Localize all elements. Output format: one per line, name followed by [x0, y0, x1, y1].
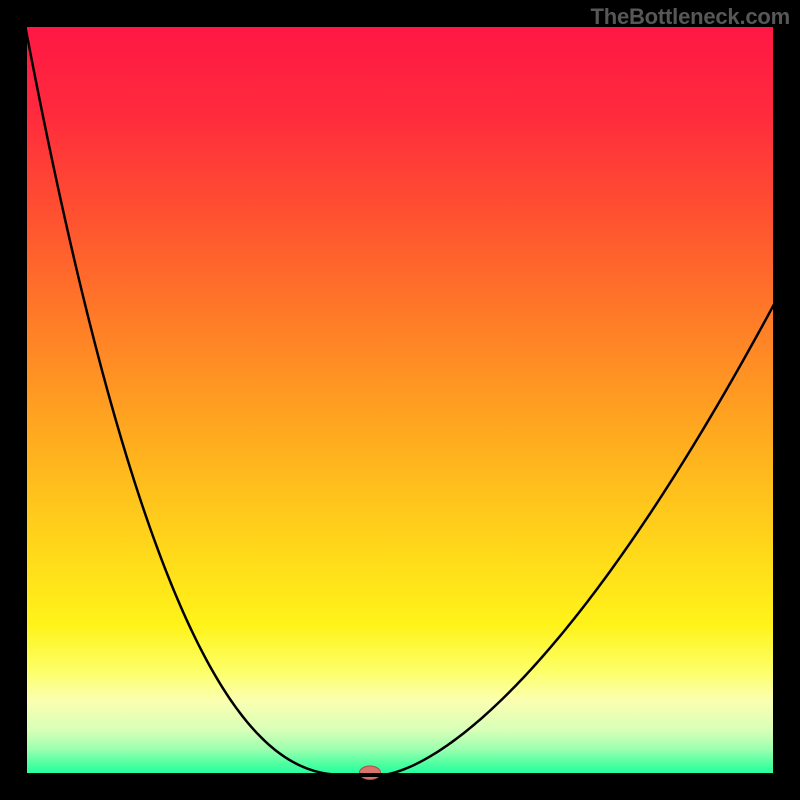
plot-background	[25, 25, 775, 775]
optimal-point-marker	[360, 766, 381, 780]
bottleneck-chart	[0, 0, 800, 800]
watermark-text: TheBottleneck.com	[590, 4, 790, 30]
